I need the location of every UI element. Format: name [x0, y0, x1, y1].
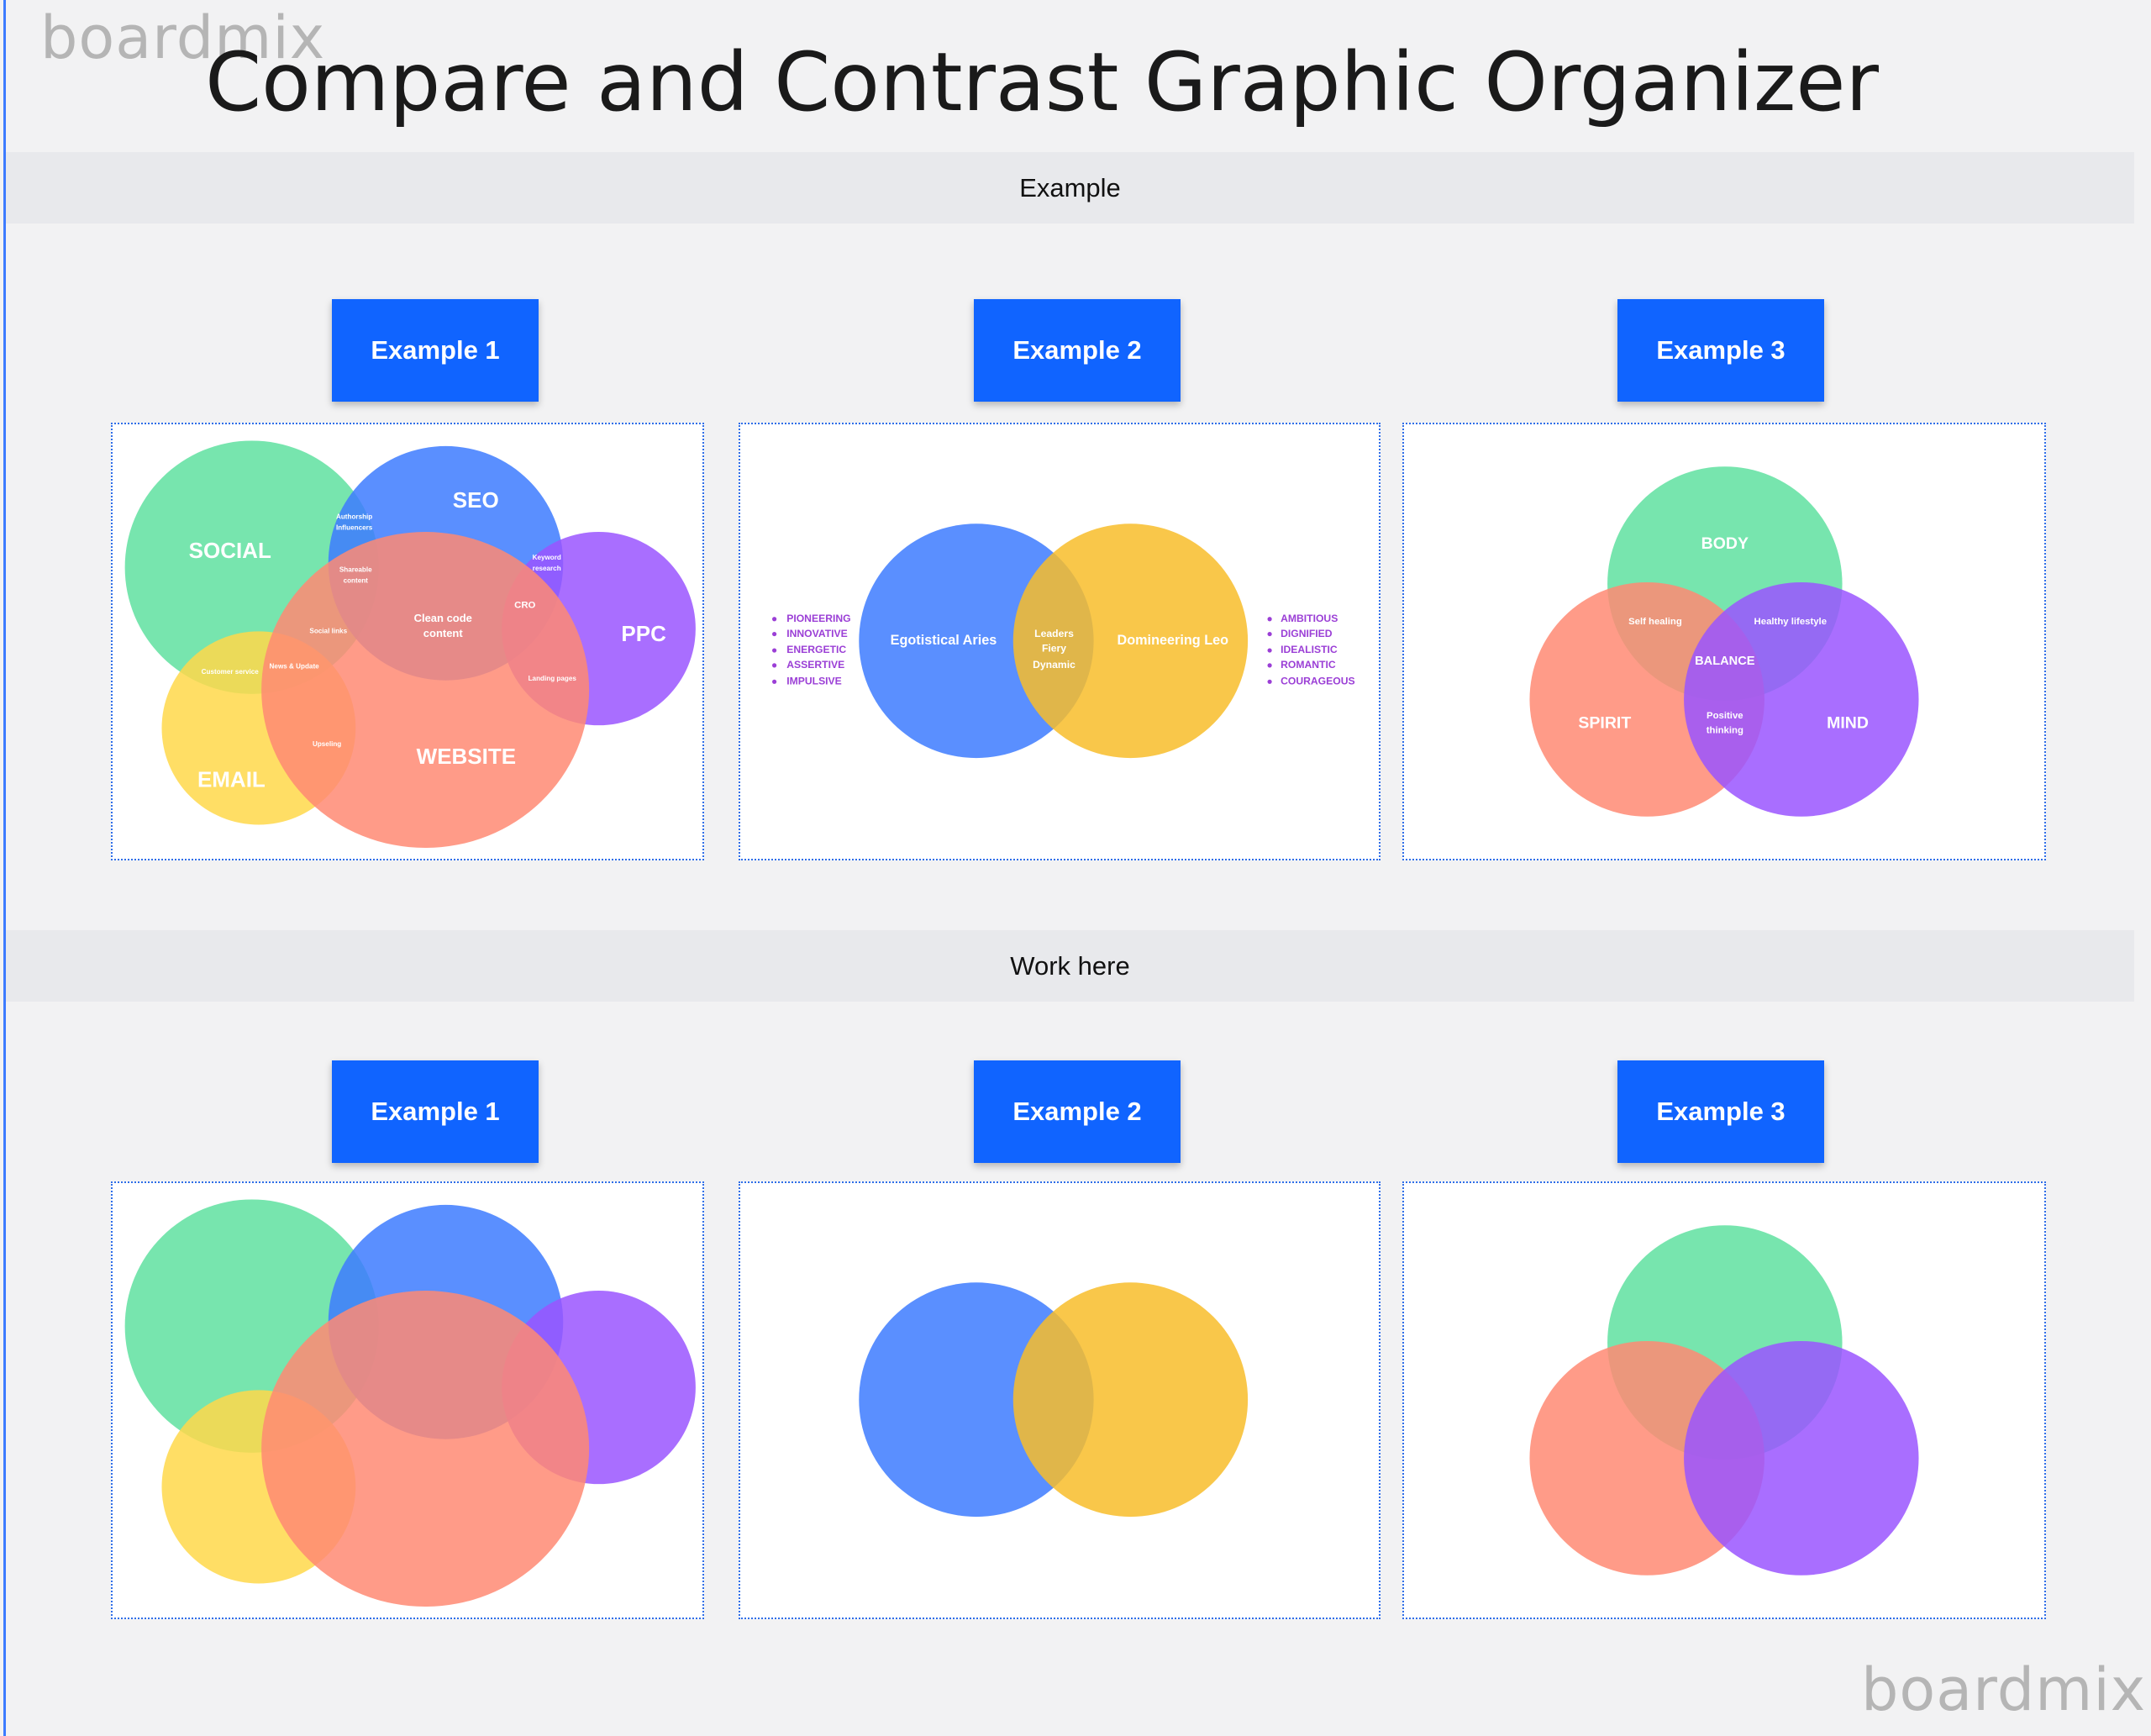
circle-website[interactable] — [261, 532, 590, 849]
section-header-example: Example — [6, 152, 2134, 224]
label-thinking: thinking — [1707, 726, 1743, 736]
leo-trait: AMBITIOUS — [1281, 613, 1338, 624]
circle-mind[interactable] — [1684, 582, 1919, 817]
label-healthy-lifestyle: Healthy lifestyle — [1754, 617, 1827, 627]
work-example-1-button[interactable]: Example 1 — [332, 1060, 539, 1163]
section-header-work-here: Work here — [6, 930, 2134, 1002]
label-positive: Positive — [1707, 711, 1743, 721]
label-leaders: Leaders — [1034, 628, 1074, 639]
bullet-icon — [1267, 679, 1272, 684]
circle-website[interactable] — [261, 1291, 590, 1607]
label-cro: CRO — [514, 601, 535, 611]
circle-leo[interactable] — [1012, 523, 1249, 759]
leo-trait: IDEALISTIC — [1281, 644, 1338, 655]
example-2-venn[interactable]: Egotistical Aries Domineering Leo Leader… — [739, 423, 1381, 860]
work-example-3-button[interactable]: Example 3 — [1617, 1060, 1824, 1163]
work-example-2-button[interactable]: Example 2 — [974, 1060, 1181, 1163]
bullet-icon — [772, 617, 777, 622]
label-social: SOCIAL — [189, 538, 271, 563]
bullet-icon — [772, 679, 777, 684]
bullet-icon — [1267, 663, 1272, 668]
label-email: EMAIL — [197, 767, 266, 792]
bullet-icon — [1267, 617, 1272, 622]
bullet-icon — [772, 631, 777, 637]
label-landing-pages: Landing pages — [529, 675, 577, 682]
leo-trait: DIGNIFIED — [1281, 628, 1333, 639]
label-social-links: Social links — [309, 627, 347, 634]
label-fiery: Fiery — [1042, 643, 1066, 655]
label-keyword: Keyword — [533, 554, 561, 561]
example-3-button[interactable]: Example 3 — [1617, 299, 1824, 402]
label-seo: SEO — [453, 487, 499, 513]
label-website: WEBSITE — [417, 744, 516, 769]
label-shareable-content: content — [344, 577, 369, 585]
label-upseling: Upseling — [313, 740, 341, 748]
aries-trait: IMPULSIVE — [786, 676, 842, 687]
label-clean-code-content: content — [423, 627, 464, 639]
label-news-update: News & Update — [270, 663, 320, 671]
aries-trait: INNOVATIVE — [786, 628, 848, 639]
boardmix-logo-bottom: boardmix — [1861, 1655, 2147, 1724]
bullet-icon — [1267, 631, 1272, 637]
work-3-venn[interactable] — [1402, 1181, 2046, 1619]
three-circle-venn: BODY SPIRIT MIND BALANCE Self healing He… — [1529, 466, 1919, 817]
three-circle-venn-blank — [1529, 1225, 1919, 1576]
canvas-left-edge — [3, 0, 6, 1736]
label-balance: BALANCE — [1695, 655, 1755, 668]
circle-mind[interactable] — [1684, 1341, 1919, 1576]
leo-trait: COURAGEOUS — [1281, 676, 1355, 687]
bullet-icon — [772, 663, 777, 668]
leo-trait: ROMANTIC — [1281, 659, 1336, 671]
five-circle-venn-blank — [124, 1199, 696, 1607]
boardmix-logo-top: boardmix — [40, 3, 326, 72]
two-circle-venn-blank — [859, 1282, 1249, 1518]
circle-leo[interactable] — [1012, 1282, 1249, 1518]
label-research: research — [533, 565, 561, 572]
label-ppc: PPC — [621, 621, 666, 646]
label-dynamic: Dynamic — [1033, 659, 1076, 671]
label-leo: Domineering Leo — [1117, 633, 1228, 648]
bullet-icon — [1267, 648, 1272, 653]
five-circle-venn: SOCIAL SEO PPC EMAIL WEBSITE Authorship … — [124, 440, 696, 849]
aries-trait: PIONEERING — [786, 613, 850, 624]
example-3-venn[interactable]: BODY SPIRIT MIND BALANCE Self healing He… — [1402, 423, 2046, 860]
label-clean-code: Clean code — [414, 612, 472, 624]
label-spirit: SPIRIT — [1578, 714, 1631, 733]
label-mind: MIND — [1827, 714, 1869, 733]
label-aries: Egotistical Aries — [891, 633, 997, 648]
label-self-healing: Self healing — [1628, 617, 1682, 627]
page-title: Compare and Contrast Graphic Organizer — [205, 35, 1879, 129]
work-2-venn[interactable] — [739, 1181, 1381, 1619]
label-shareable: Shareable — [339, 566, 372, 574]
label-body: BODY — [1701, 534, 1749, 553]
two-circle-venn: Egotistical Aries Domineering Leo Leader… — [772, 523, 1355, 759]
example-2-button[interactable]: Example 2 — [974, 299, 1181, 402]
example-1-button[interactable]: Example 1 — [332, 299, 539, 402]
bullet-icon — [772, 648, 777, 653]
example-1-venn[interactable]: SOCIAL SEO PPC EMAIL WEBSITE Authorship … — [111, 423, 704, 860]
label-customer-service: Customer service — [202, 668, 260, 676]
aries-trait: ASSERTIVE — [786, 659, 844, 671]
label-influencers: Influencers — [336, 523, 373, 531]
label-authorship: Authorship — [336, 513, 372, 520]
work-1-venn[interactable] — [111, 1181, 704, 1619]
aries-trait: ENERGETIC — [786, 644, 846, 655]
